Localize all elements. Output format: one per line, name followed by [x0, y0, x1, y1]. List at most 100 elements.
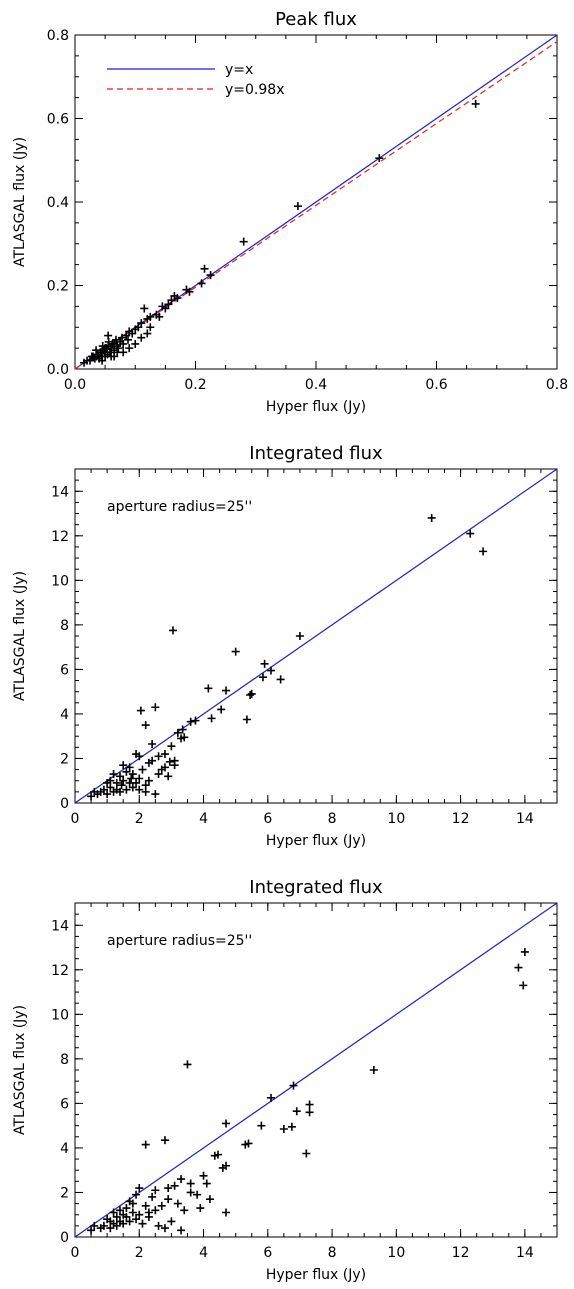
data-point — [151, 790, 160, 799]
data-point — [164, 1184, 173, 1193]
x-tick-label: 6 — [263, 1245, 272, 1261]
data-point — [302, 1149, 311, 1158]
annotation-text: aperture radius=25'' — [107, 933, 252, 949]
data-point — [222, 1208, 231, 1217]
data-point — [128, 783, 137, 792]
data-point — [128, 770, 137, 779]
y-tick-label: 10 — [51, 573, 69, 589]
x-axis-label: Hyper flux (Jy) — [266, 833, 366, 849]
data-point — [204, 684, 213, 693]
fit-line-solid — [74, 34, 558, 370]
data-point — [141, 721, 150, 730]
y-axis-label: ATLASGAL flux (Jy) — [12, 571, 28, 701]
data-point — [146, 323, 155, 332]
x-axis-label: Hyper flux (Jy) — [266, 399, 366, 415]
data-point — [154, 752, 163, 761]
data-point — [109, 770, 118, 779]
data-point — [305, 1100, 314, 1109]
x-tick-label: 10 — [387, 1245, 405, 1261]
data-point — [186, 717, 195, 726]
x-tick-label: 0.8 — [546, 377, 568, 393]
data-point — [202, 1179, 211, 1188]
data-point — [125, 327, 134, 336]
data-point — [183, 1060, 192, 1069]
data-point — [180, 1206, 189, 1215]
data-point — [154, 1221, 163, 1230]
data-point — [125, 1197, 134, 1206]
x-tick-label: 0 — [71, 1245, 80, 1261]
data-point — [106, 776, 115, 785]
data-point — [135, 1184, 144, 1193]
data-point — [122, 785, 131, 794]
fit-line-solid — [74, 468, 558, 804]
data-point — [293, 202, 302, 211]
y-axis-label: ATLASGAL flux (Jy) — [12, 1005, 28, 1135]
x-tick-label: 2 — [135, 811, 144, 827]
data-point — [87, 1226, 96, 1235]
data-point — [247, 689, 256, 698]
x-tick-label: 6 — [263, 811, 272, 827]
data-point — [96, 1224, 105, 1233]
data-point — [131, 339, 140, 348]
data-point — [173, 1199, 182, 1208]
data-point — [199, 1171, 208, 1180]
data-point — [164, 300, 173, 309]
data-point — [135, 785, 144, 794]
data-point — [170, 761, 179, 770]
data-point — [164, 772, 173, 781]
x-tick-label: 4 — [199, 811, 208, 827]
data-point — [514, 963, 523, 972]
data-point — [87, 352, 96, 361]
data-point — [141, 787, 150, 796]
chart-title: Integrated flux — [249, 443, 383, 464]
y-tick-label: 8 — [60, 1052, 69, 1068]
x-tick-label: 0 — [71, 811, 80, 827]
y-tick-label: 6 — [60, 1096, 69, 1112]
data-point — [116, 337, 125, 346]
data-point — [87, 792, 96, 801]
data-point — [292, 1107, 301, 1116]
data-point — [180, 733, 189, 742]
data-point — [222, 1119, 231, 1128]
data-point — [206, 271, 215, 280]
data-point — [137, 333, 146, 342]
y-tick-label: 4 — [60, 1141, 69, 1157]
data-point — [170, 291, 179, 300]
data-point — [122, 767, 131, 776]
data-point — [132, 778, 141, 787]
data-point — [106, 783, 115, 792]
data-point — [207, 714, 216, 723]
data-point — [80, 358, 89, 367]
chart-title: Peak flux — [275, 9, 357, 30]
data-point — [109, 1208, 118, 1217]
data-point — [193, 1190, 202, 1199]
data-point — [138, 1219, 147, 1228]
data-point — [305, 1108, 314, 1117]
y-tick-label: 2 — [60, 751, 69, 767]
data-point — [141, 1201, 150, 1210]
data-point — [222, 686, 231, 695]
data-point — [151, 703, 160, 712]
y-tick-label: 0 — [60, 1230, 69, 1246]
data-point — [173, 728, 182, 737]
data-point — [375, 154, 384, 163]
data-point — [218, 1163, 227, 1172]
data-point — [131, 325, 140, 334]
data-point — [241, 1140, 250, 1149]
data-point — [104, 342, 113, 351]
data-point — [258, 673, 267, 682]
y-tick-label: 0.8 — [47, 28, 69, 44]
x-tick-label: 14 — [516, 811, 534, 827]
data-point — [148, 739, 157, 748]
legend-label: y=x — [225, 62, 253, 78]
data-point — [167, 296, 176, 305]
integrated-flux-panel-2: Integrated flux Hyper flux (Jy) ATLASGAL f… — [12, 877, 558, 1283]
x-tick-label: 0.4 — [305, 377, 327, 393]
data-point — [144, 1212, 153, 1221]
data-point — [137, 319, 146, 328]
data-point — [143, 329, 152, 338]
legend-label: y=0.98x — [225, 82, 284, 98]
data-point — [151, 1206, 160, 1215]
data-point — [427, 513, 436, 522]
data-point — [170, 1181, 179, 1190]
